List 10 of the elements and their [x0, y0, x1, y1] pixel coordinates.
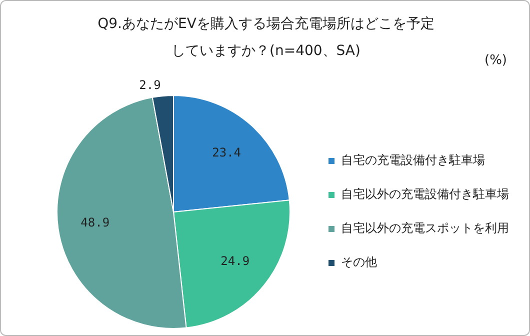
data-label: 24.9 — [220, 254, 250, 268]
legend-label: 自宅以外の充電設備付き駐車場 — [341, 187, 509, 202]
chart-title: Q9.あなたがEVを購入する場合充電場所はどこを予定していますか？(n=400、SA) — [96, 15, 436, 61]
legend-label: その他 — [341, 255, 377, 270]
data-label: 48.9 — [80, 216, 110, 230]
data-label: 23.4 — [212, 145, 242, 160]
legend-label: 自宅の充電設備付き駐車場 — [341, 153, 485, 168]
data-label: 2.9 — [139, 78, 161, 92]
text: (%) — [484, 53, 507, 68]
legend-label: 自宅以外の充電スポットを利用 — [341, 221, 509, 236]
